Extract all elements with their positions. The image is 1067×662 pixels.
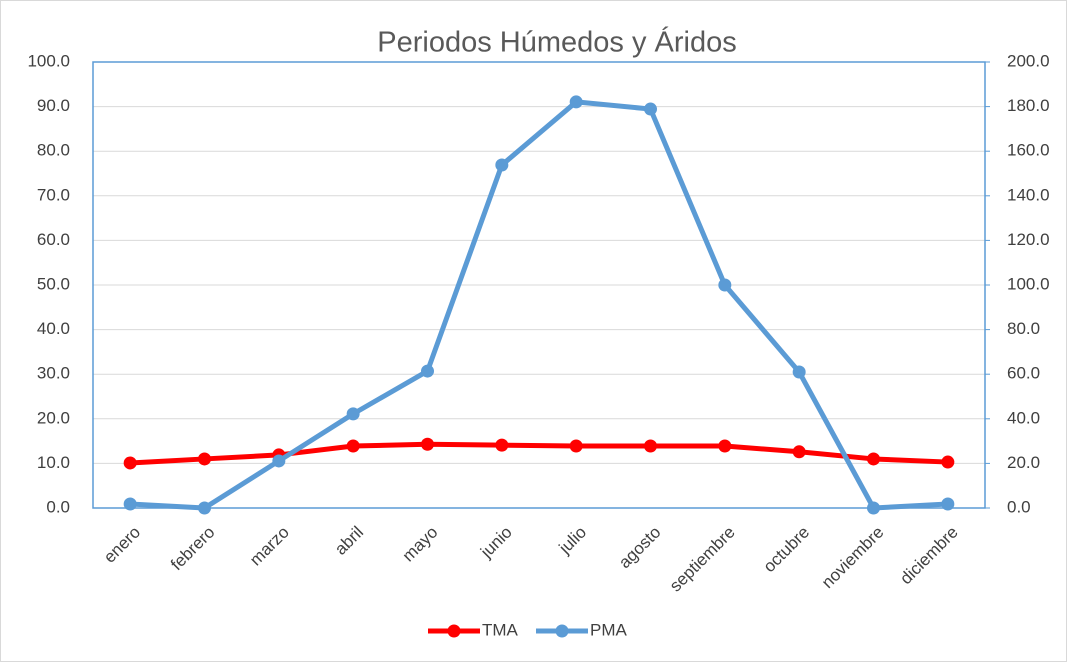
point	[346, 439, 360, 453]
y2-tick-label: 0.0	[1007, 497, 1031, 516]
point	[644, 439, 657, 453]
point	[941, 497, 955, 511]
y-tick-label: 30.0	[37, 364, 70, 383]
series-line	[130, 441, 948, 466]
y2-tick-label: 40.0	[1007, 408, 1040, 427]
y-tick-label: 80.0	[37, 141, 70, 160]
point	[198, 452, 211, 466]
point	[123, 456, 137, 470]
y2-tick-label: 80.0	[1007, 319, 1040, 338]
point	[569, 95, 583, 109]
y-tick-label: 20.0	[37, 408, 70, 427]
y2-tick-label: 140.0	[1007, 185, 1050, 204]
y-tick-label: 70.0	[37, 185, 70, 204]
legend-marker	[555, 624, 569, 638]
y-tick-label: 40.0	[37, 319, 70, 338]
y2-tick-label: 200.0	[1007, 51, 1050, 70]
y2-tick-label: 60.0	[1007, 364, 1040, 383]
point	[198, 501, 211, 515]
y-tick-label: 0.0	[46, 497, 70, 516]
point	[495, 158, 509, 172]
point	[495, 438, 509, 452]
legend-label: TMA	[482, 620, 519, 639]
point	[867, 501, 880, 515]
y2-tick-label: 20.0	[1007, 453, 1040, 472]
point	[792, 365, 806, 379]
point	[792, 445, 806, 459]
y2-tick-label: 120.0	[1007, 230, 1050, 249]
point	[421, 437, 434, 451]
point	[867, 452, 880, 466]
chart-title: Periodos Húmedos y Áridos	[377, 26, 736, 59]
y2-tick-label: 160.0	[1007, 141, 1050, 160]
point	[718, 278, 732, 292]
y-tick-label: 50.0	[37, 274, 70, 293]
point	[272, 454, 286, 468]
series-line	[130, 99, 948, 511]
point	[421, 364, 434, 378]
point	[644, 102, 657, 116]
point	[346, 407, 360, 421]
y-tick-label: 90.0	[37, 96, 70, 115]
y-tick-label: 100.0	[27, 51, 70, 70]
plot-border	[92, 61, 986, 509]
point	[569, 439, 583, 453]
y2-tick-label: 100.0	[1007, 274, 1050, 293]
point	[718, 439, 732, 453]
point	[941, 455, 955, 469]
legend-marker	[447, 624, 461, 638]
y2-tick-label: 180.0	[1007, 96, 1050, 115]
legend-label: PMA	[590, 620, 628, 639]
y-tick-label: 10.0	[37, 453, 70, 472]
y-tick-label: 60.0	[37, 230, 70, 249]
point	[123, 497, 137, 511]
